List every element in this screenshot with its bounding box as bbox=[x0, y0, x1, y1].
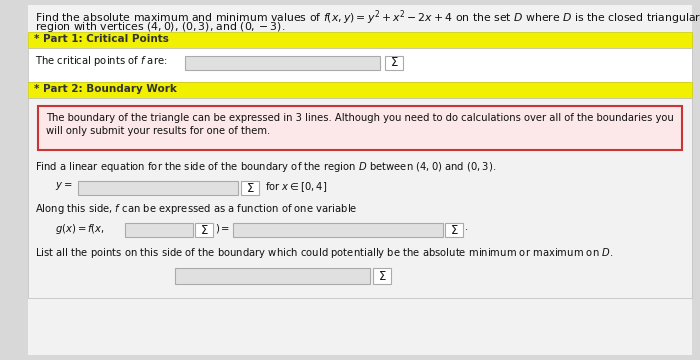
Text: for $x \in [0, 4]$: for $x \in [0, 4]$ bbox=[265, 180, 328, 194]
Text: $g(x) = f(x,$: $g(x) = f(x,$ bbox=[55, 222, 105, 236]
Bar bbox=[28, 82, 692, 98]
Bar bbox=[373, 268, 391, 284]
Bar bbox=[78, 181, 238, 195]
Bar bbox=[38, 106, 682, 150]
Bar bbox=[233, 223, 443, 237]
Text: $y =$: $y =$ bbox=[55, 180, 72, 192]
Text: The critical points of $f$ are:: The critical points of $f$ are: bbox=[35, 54, 167, 68]
Text: Along this side, $f$ can be expressed as a function of one variable: Along this side, $f$ can be expressed as… bbox=[35, 202, 358, 216]
Bar bbox=[385, 56, 403, 70]
Text: $) =$: $) =$ bbox=[215, 222, 230, 235]
Text: Find the absolute maximum and minimum values of $f(x, y) = y^2 + x^2 - 2x + 4$ o: Find the absolute maximum and minimum va… bbox=[35, 8, 700, 27]
Text: region with vertices $(4, 0)$, $(0, 3)$, and $(0, -3)$.: region with vertices $(4, 0)$, $(0, 3)$,… bbox=[35, 20, 286, 34]
Text: $\Sigma$: $\Sigma$ bbox=[449, 224, 459, 237]
Bar bbox=[28, 48, 692, 82]
Bar bbox=[445, 223, 463, 237]
Text: $\Sigma$: $\Sigma$ bbox=[246, 181, 254, 194]
Bar bbox=[241, 181, 259, 195]
Text: * Part 2: Boundary Work: * Part 2: Boundary Work bbox=[34, 84, 177, 94]
Text: $\Sigma$: $\Sigma$ bbox=[199, 224, 209, 237]
Text: List all the points on this side of the boundary which could potentially be the : List all the points on this side of the … bbox=[35, 246, 613, 260]
Text: * Part 1: Critical Points: * Part 1: Critical Points bbox=[34, 34, 169, 44]
Bar bbox=[195, 223, 213, 237]
Text: The boundary of the triangle can be expressed in 3 lines. Although you need to d: The boundary of the triangle can be expr… bbox=[46, 113, 673, 123]
Bar bbox=[125, 223, 193, 237]
Text: .: . bbox=[465, 222, 468, 232]
Text: Find a linear equation for the side of the boundary of the region $D$ between $(: Find a linear equation for the side of t… bbox=[35, 160, 496, 174]
Bar bbox=[28, 98, 692, 298]
Bar bbox=[185, 56, 380, 70]
Bar bbox=[175, 268, 370, 284]
Bar bbox=[28, 32, 692, 48]
Text: $\Sigma$: $\Sigma$ bbox=[390, 57, 398, 69]
Text: $\Sigma$: $\Sigma$ bbox=[378, 270, 386, 283]
Text: will only submit your results for one of them.: will only submit your results for one of… bbox=[46, 126, 270, 136]
